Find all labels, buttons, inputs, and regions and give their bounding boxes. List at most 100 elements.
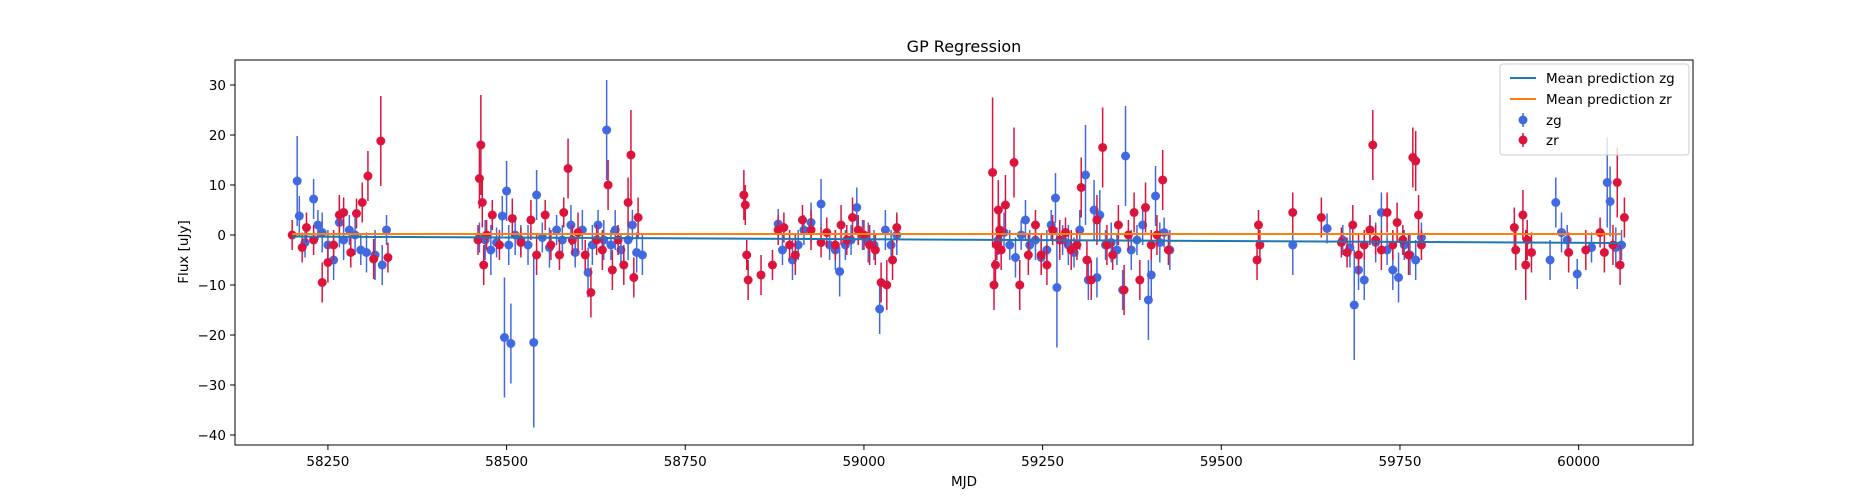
point-zr (339, 208, 349, 217)
point-zr (352, 209, 361, 218)
point-zr (1135, 275, 1145, 285)
point-zg (499, 333, 509, 342)
point-zr (1092, 215, 1102, 225)
point-zr (1414, 210, 1424, 220)
point-zg (1146, 270, 1156, 280)
point-zr (1411, 156, 1421, 166)
point-zr (1612, 178, 1622, 187)
point-zr (1158, 175, 1168, 185)
legend-label-zr: zr (1546, 133, 1559, 149)
point-zr (476, 140, 486, 150)
legend-label-zg: zg (1546, 113, 1562, 129)
point-zr (369, 254, 379, 264)
point-zr (1518, 210, 1528, 220)
point-zr (633, 213, 643, 222)
point-zg (1394, 273, 1404, 282)
point-zr (597, 245, 607, 255)
legend-label-mean-zg: Mean prediction zg (1546, 71, 1675, 87)
point-zr (1098, 143, 1108, 152)
point-zg (875, 304, 885, 314)
point-zr (1042, 260, 1052, 270)
point-zr (1526, 248, 1536, 257)
point-zg (852, 203, 862, 212)
point-zr (329, 240, 339, 250)
legend-marker-zr (1518, 135, 1528, 145)
point-zr (882, 280, 892, 290)
point-zg (529, 338, 539, 347)
y-tick-label: −20 (198, 328, 227, 344)
x-tick-label: 58500 (485, 454, 528, 470)
point-zg (502, 186, 512, 196)
point-zr (1086, 275, 1096, 285)
point-zg (1322, 224, 1332, 233)
point-zr (1392, 218, 1402, 227)
point-zr (1015, 280, 1025, 290)
point-zr (779, 223, 789, 232)
x-tick-label: 58250 (306, 454, 349, 470)
point-zg (504, 240, 514, 250)
point-zg (292, 176, 302, 186)
point-zg (1288, 240, 1298, 250)
point-zg (1388, 265, 1398, 275)
point-zr (592, 235, 602, 245)
point-zr (1511, 245, 1521, 255)
y-tick-label: −30 (198, 378, 227, 394)
point-zg (1411, 255, 1421, 265)
point-zr (1608, 240, 1618, 250)
point-zr (309, 235, 319, 245)
point-zg (835, 267, 845, 276)
point-zg (593, 220, 603, 230)
point-zr (563, 164, 573, 173)
point-zg (1081, 170, 1090, 180)
point-zr (623, 198, 633, 207)
point-zr (1129, 208, 1139, 217)
point-zg (506, 339, 516, 348)
point-zg (294, 211, 304, 221)
point-zr (739, 190, 749, 200)
point-zr (989, 280, 999, 290)
y-tick-label: −40 (198, 428, 227, 444)
point-zr (540, 210, 550, 220)
x-tick-label: 58750 (664, 454, 707, 470)
series-zg (292, 80, 1627, 428)
point-zg (1545, 255, 1555, 265)
point-zr (1030, 220, 1040, 230)
point-zr (1619, 213, 1629, 222)
point-zr (1382, 208, 1392, 217)
point-zr (1000, 200, 1010, 210)
y-tick-label: 10 (209, 178, 226, 194)
point-zr (1076, 183, 1086, 192)
point-zr (1371, 235, 1381, 245)
point-zr (848, 213, 858, 222)
point-zr (1060, 228, 1070, 237)
point-zg (1556, 228, 1566, 237)
point-zr (996, 245, 1006, 255)
point-zr (559, 208, 569, 217)
point-zg (627, 220, 637, 230)
point-zr (892, 223, 902, 232)
point-zg (880, 225, 890, 235)
point-zr (1146, 240, 1156, 250)
point-zg (362, 248, 372, 257)
legend-box (1499, 63, 1690, 156)
x-axis-label: MJD (951, 474, 977, 490)
point-zr (546, 240, 556, 250)
point-zr (323, 258, 333, 267)
legend: Mean prediction zg Mean prediction zr zg… (1499, 63, 1690, 156)
mean-line-zg (292, 235, 1622, 244)
point-zg (486, 245, 496, 255)
point-zr (1581, 245, 1591, 255)
point-zg (497, 211, 507, 221)
point-zg (886, 240, 896, 250)
point-zr (836, 220, 846, 230)
point-zr (1595, 228, 1605, 237)
point-zr (756, 270, 766, 280)
point-zr (629, 273, 639, 282)
point-zg (313, 220, 323, 230)
y-tick-label: 0 (217, 228, 226, 244)
point-zg (309, 194, 319, 204)
x-tick-label: 59500 (1200, 454, 1243, 470)
point-zr (1599, 248, 1609, 257)
point-zg (1617, 240, 1627, 250)
